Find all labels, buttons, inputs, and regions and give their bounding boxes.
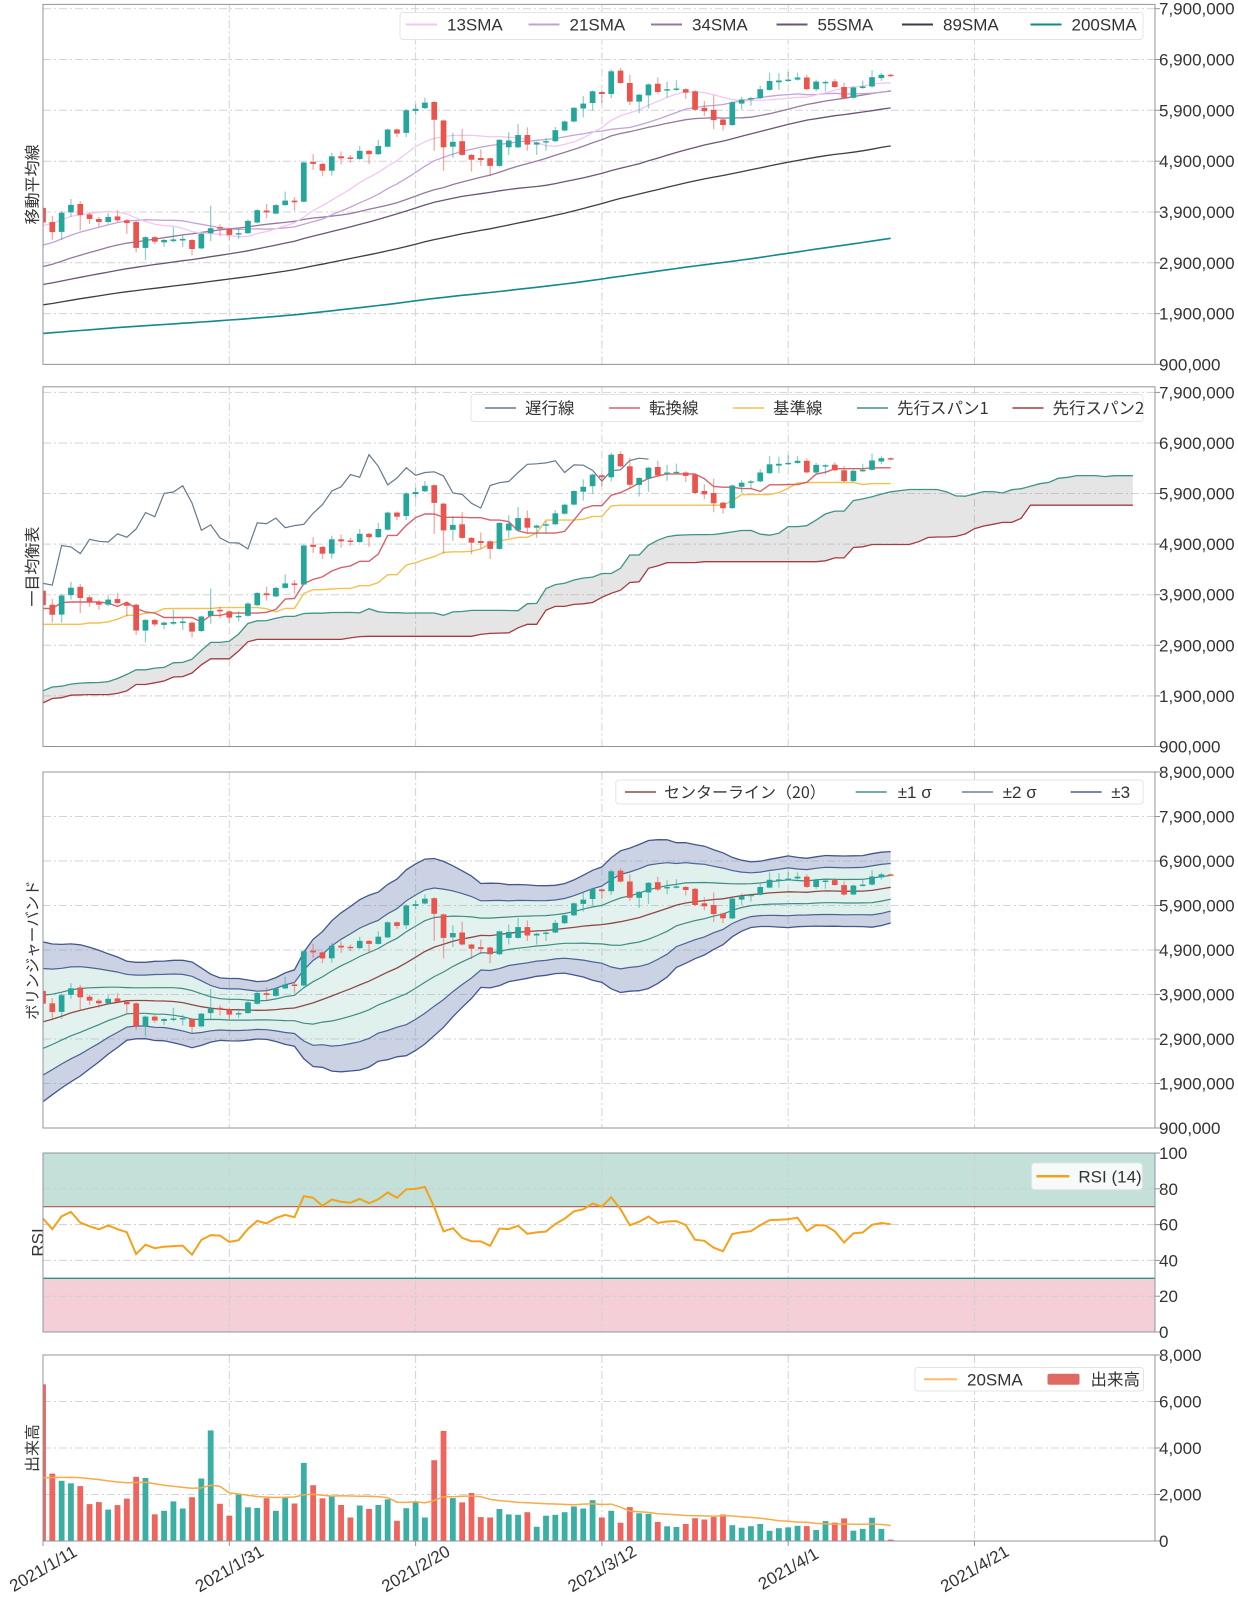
svg-text:7,900,000: 7,900,000: [1159, 383, 1235, 402]
svg-text:3,900,000: 3,900,000: [1159, 586, 1235, 605]
svg-text:8,900,000: 8,900,000: [1159, 763, 1235, 782]
svg-text:4,900,000: 4,900,000: [1159, 941, 1235, 960]
svg-text:5,900,000: 5,900,000: [1159, 897, 1235, 916]
svg-text:5,900,000: 5,900,000: [1159, 485, 1235, 504]
svg-text:20: 20: [1159, 1287, 1178, 1306]
svg-text:3,900,000: 3,900,000: [1159, 203, 1235, 222]
svg-text:60: 60: [1159, 1216, 1178, 1235]
svg-text:6,900,000: 6,900,000: [1159, 434, 1235, 453]
svg-text:±1 σ: ±1 σ: [898, 783, 933, 802]
svg-text:89SMA: 89SMA: [943, 16, 999, 35]
svg-text:80: 80: [1159, 1180, 1178, 1199]
svg-text:±3: ±3: [1111, 783, 1130, 802]
svg-text:200SMA: 200SMA: [1072, 16, 1138, 35]
svg-text:1,900,000: 1,900,000: [1159, 305, 1235, 324]
svg-text:13SMA: 13SMA: [447, 16, 503, 35]
svg-text:6,900,000: 6,900,000: [1159, 852, 1235, 871]
svg-text:100: 100: [1159, 1144, 1187, 1163]
svg-text:2,000: 2,000: [1159, 1486, 1202, 1505]
svg-text:2,900,000: 2,900,000: [1159, 254, 1235, 273]
svg-text:8,000: 8,000: [1159, 1346, 1202, 1365]
svg-text:21SMA: 21SMA: [570, 16, 626, 35]
svg-text:900,000: 900,000: [1159, 355, 1220, 374]
svg-text:6,900,000: 6,900,000: [1159, 51, 1235, 70]
svg-text:900,000: 900,000: [1159, 1119, 1220, 1138]
svg-text:1,900,000: 1,900,000: [1159, 687, 1235, 706]
svg-text:40: 40: [1159, 1251, 1178, 1270]
svg-text:6,000: 6,000: [1159, 1393, 1202, 1412]
svg-text:7,900,000: 7,900,000: [1159, 0, 1235, 19]
svg-text:±2 σ: ±2 σ: [1003, 783, 1038, 802]
svg-text:1,900,000: 1,900,000: [1159, 1075, 1235, 1094]
svg-text:4,900,000: 4,900,000: [1159, 152, 1235, 171]
svg-text:55SMA: 55SMA: [818, 16, 874, 35]
svg-text:4,000: 4,000: [1159, 1439, 1202, 1458]
svg-text:0: 0: [1159, 1323, 1168, 1342]
svg-text:2,900,000: 2,900,000: [1159, 1030, 1235, 1049]
svg-text:0: 0: [1159, 1532, 1168, 1551]
svg-text:RSI: RSI: [29, 1228, 48, 1256]
svg-text:3,900,000: 3,900,000: [1159, 986, 1235, 1005]
svg-text:20SMA: 20SMA: [967, 1370, 1023, 1389]
svg-text:RSI (14): RSI (14): [1078, 1167, 1141, 1186]
svg-text:900,000: 900,000: [1159, 738, 1220, 757]
svg-text:2,900,000: 2,900,000: [1159, 636, 1235, 655]
svg-text:7,900,000: 7,900,000: [1159, 808, 1235, 827]
svg-text:5,900,000: 5,900,000: [1159, 101, 1235, 120]
svg-text:34SMA: 34SMA: [692, 16, 748, 35]
svg-text:4,900,000: 4,900,000: [1159, 535, 1235, 554]
